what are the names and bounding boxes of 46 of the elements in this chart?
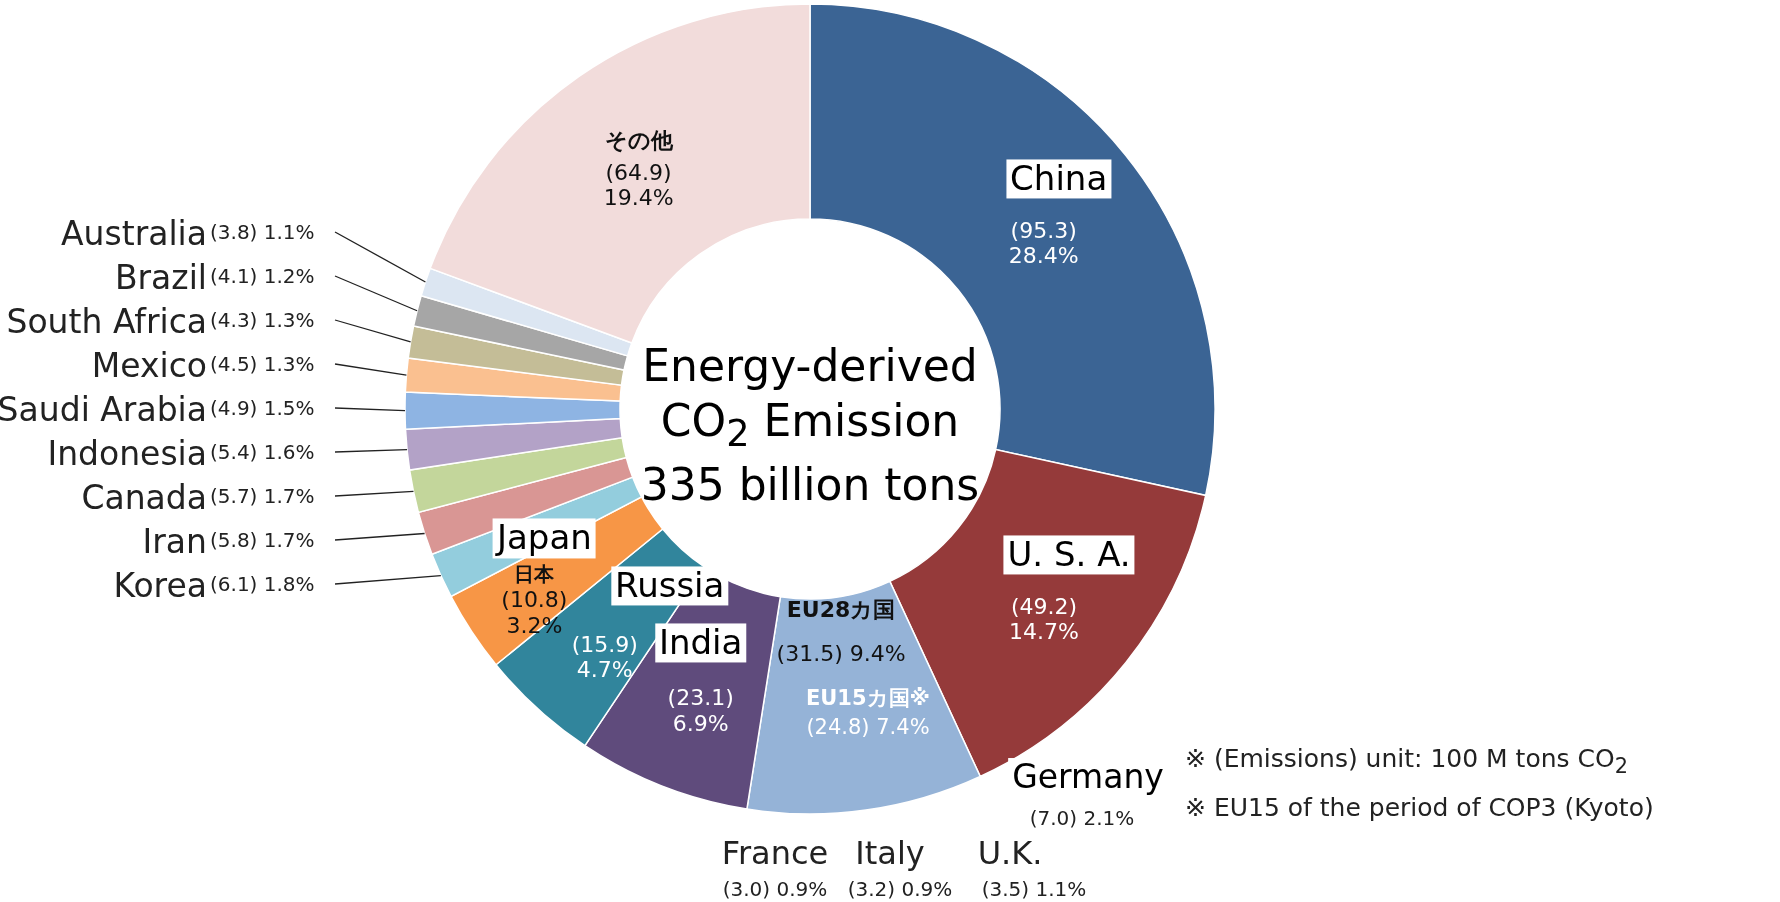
text: (3.2) 0.9% <box>847 876 953 901</box>
slice-label: Saudi Arabia <box>0 390 207 430</box>
data-label: (95.3) 28.4% <box>1008 217 1079 269</box>
text: EU15カ国※ <box>805 685 931 711</box>
slice-label: その他 <box>604 128 673 154</box>
text: U.K. <box>977 833 1043 872</box>
text: France <box>721 833 829 872</box>
data-label: (15.9) 4.7% <box>571 631 638 682</box>
slice-label: Brazil <box>114 258 207 298</box>
slice-label: India <box>654 622 747 663</box>
slice-label: U. S. A. <box>1003 534 1135 575</box>
slice-label: Australia <box>61 214 207 254</box>
slice-label: Mexico <box>91 346 207 386</box>
slice-label: Japan <box>492 517 596 559</box>
text: 335 billion tons <box>640 458 980 510</box>
text: (24.8) 7.4% <box>806 714 930 740</box>
data-label: (4.9) 1.5% <box>210 395 315 420</box>
text: Italy <box>855 833 925 872</box>
data-label: (5.8) 1.7% <box>210 527 315 552</box>
text: ※ (Emissions) unit: 100 M tons CO$_{2}$ <box>1185 744 1628 779</box>
data-label: (3.8) 1.1% <box>210 219 315 244</box>
data-label: (49.2) 14.7% <box>1009 593 1079 644</box>
data-label: (64.9) 19.4% <box>603 159 674 211</box>
slice-label: China <box>1006 158 1112 199</box>
text: Energy-derived CO$_{2}$ Emission <box>642 340 978 455</box>
slice-label: EU28カ国 <box>786 597 896 623</box>
slice-label: South Africa <box>6 302 207 342</box>
slice-label: Canada <box>81 478 207 518</box>
text: (7.0) 2.1% <box>1029 805 1135 830</box>
text: (3.5) 1.1% <box>981 876 1087 901</box>
data-label: (5.4) 1.6% <box>210 439 315 464</box>
text: (3.0) 0.9% <box>722 876 828 901</box>
data-label: (23.1) 6.9% <box>667 685 734 736</box>
data-label: (4.5) 1.3% <box>210 351 315 376</box>
slice-label: Iran <box>142 522 207 562</box>
slice-label: Korea <box>113 566 207 606</box>
data-label: (4.3) 1.3% <box>210 307 315 332</box>
data-label: (4.1) 1.2% <box>210 263 315 288</box>
data-label: (6.1) 1.8% <box>210 571 315 596</box>
text: 日本 <box>514 561 554 586</box>
data-label: (5.7) 1.7% <box>210 483 315 508</box>
text: Germany <box>1008 757 1168 797</box>
slice-label: Russia <box>611 565 729 606</box>
slice-label: Indonesia <box>47 434 207 474</box>
text: ※ EU15 of the period of COP3 (Kyoto) <box>1185 792 1654 823</box>
data-label: (31.5) 9.4% <box>776 641 906 667</box>
